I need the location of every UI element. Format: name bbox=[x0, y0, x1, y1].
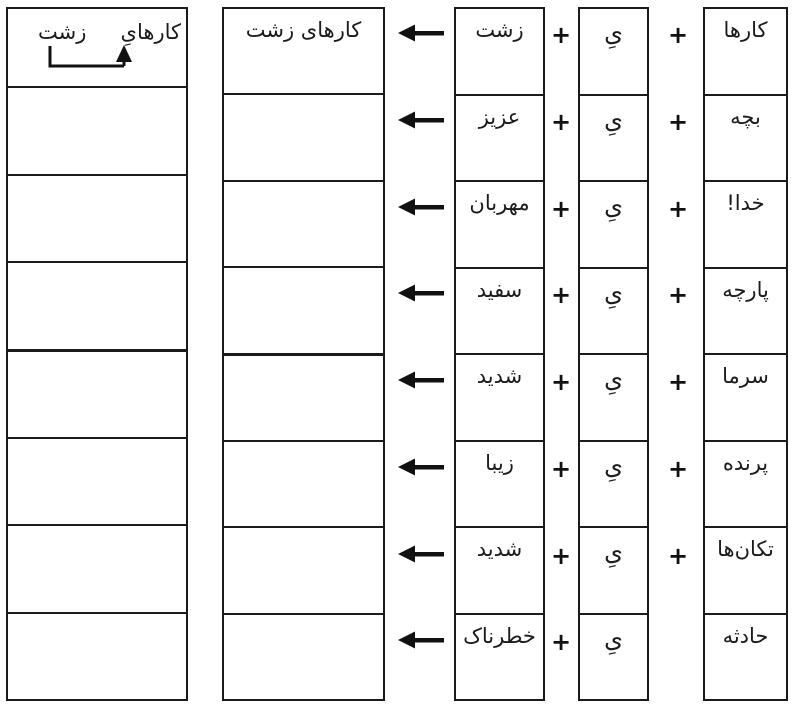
adjective-cell: عزیز bbox=[456, 93, 543, 181]
corner-up-arrow-icon bbox=[48, 45, 132, 68]
adjective-cell: خطرناک bbox=[456, 612, 543, 700]
left-arrow-icon bbox=[398, 458, 444, 476]
example-noun-ye: کارهایِ bbox=[120, 20, 181, 44]
example-adjective: زشت bbox=[38, 20, 87, 44]
plus-sign bbox=[664, 614, 692, 701]
noun-cell: بچه bbox=[705, 93, 786, 181]
plus-sign: + bbox=[550, 107, 572, 136]
adjective-cell: زیبا bbox=[456, 439, 543, 527]
combined-answer-cell[interactable] bbox=[224, 526, 383, 612]
adjectives-column: زشت عزیز مهربان سفید شدید زیبا شدید خطرن… bbox=[454, 7, 545, 701]
plus-column-right: + + + + + + + bbox=[664, 7, 692, 701]
plus-sign: + bbox=[667, 21, 689, 49]
left-arrow-icon bbox=[398, 545, 444, 562]
combined-answer-cell[interactable] bbox=[224, 93, 383, 179]
noun-cell: حادثه bbox=[705, 612, 786, 700]
left-arrow-icon bbox=[398, 371, 444, 389]
plus-sign: + bbox=[550, 541, 572, 570]
noun-cell: سرما bbox=[705, 353, 786, 440]
left-arrow-icon bbox=[398, 111, 444, 129]
ye-cell: یِ bbox=[580, 266, 647, 354]
final-answer-cell[interactable] bbox=[8, 173, 186, 261]
plus-sign: + bbox=[550, 281, 572, 310]
adjective-cell: زشت bbox=[475, 18, 524, 42]
plus-sign: + bbox=[667, 281, 689, 310]
noun-cell: خدا! bbox=[705, 180, 786, 267]
left-arrow-icon bbox=[398, 24, 444, 42]
combined-answer-cell[interactable] bbox=[224, 352, 383, 440]
ezafe-ye-column: یِ یِ یِ یِ یِ یِ یِ یِ bbox=[578, 7, 649, 701]
plus-sign: + bbox=[550, 21, 572, 49]
nouns-column: کارها بچه خدا! پارچه سرما پرنده تکان‌ها … bbox=[703, 7, 788, 701]
ye-cell: یِ bbox=[580, 353, 647, 440]
plus-sign: + bbox=[550, 368, 572, 396]
noun-cell: تکان‌ها bbox=[705, 526, 786, 613]
left-arrow-icon bbox=[398, 198, 444, 215]
left-arrow-icon bbox=[398, 284, 444, 302]
combined-column: کارهای زشت bbox=[222, 7, 385, 701]
final-answer-cell[interactable] bbox=[8, 261, 186, 348]
final-answer-cell[interactable] bbox=[8, 524, 186, 611]
ye-cell: یِ bbox=[580, 93, 647, 181]
adjective-cell: شدید bbox=[456, 526, 543, 613]
noun-cell: پارچه bbox=[705, 266, 786, 354]
adjective-cell: شدید bbox=[456, 353, 543, 440]
plus-sign: + bbox=[667, 194, 689, 223]
ye-cell: یِ bbox=[580, 439, 647, 527]
combined-example-cell: کارهای زشت bbox=[245, 18, 362, 42]
final-answer-cell[interactable] bbox=[8, 86, 186, 173]
final-answer-cell[interactable] bbox=[8, 348, 186, 437]
ye-cell: یِ bbox=[604, 19, 623, 47]
ye-cell: یِ bbox=[580, 526, 647, 613]
plus-sign: + bbox=[667, 368, 689, 396]
noun-cell: کارها bbox=[723, 18, 768, 42]
ye-cell: یِ bbox=[580, 612, 647, 700]
plus-sign: + bbox=[667, 541, 689, 570]
final-answer-cell[interactable] bbox=[8, 611, 186, 699]
combined-answer-cell[interactable] bbox=[224, 179, 383, 266]
noun-cell: پرنده bbox=[705, 439, 786, 527]
final-answer-cell[interactable] bbox=[8, 436, 186, 524]
final-column: کارهایِ زشت bbox=[6, 7, 188, 701]
plus-column-left: + + + + + + + + bbox=[547, 7, 575, 701]
plus-sign: + bbox=[550, 454, 572, 483]
combined-answer-cell[interactable] bbox=[224, 612, 383, 699]
adjective-cell: مهربان bbox=[456, 180, 543, 267]
plus-sign: + bbox=[550, 628, 572, 657]
plus-sign: + bbox=[667, 107, 689, 136]
plus-sign: + bbox=[667, 454, 689, 483]
left-arrow-icon bbox=[398, 631, 444, 649]
ye-cell: یِ bbox=[580, 180, 647, 267]
arrows-column bbox=[395, 7, 447, 701]
combined-answer-cell[interactable] bbox=[224, 266, 383, 352]
combined-answer-cell[interactable] bbox=[224, 439, 383, 526]
adjective-cell: سفید bbox=[456, 266, 543, 354]
plus-sign: + bbox=[550, 194, 572, 223]
final-example-cell: کارهایِ زشت bbox=[8, 9, 186, 86]
